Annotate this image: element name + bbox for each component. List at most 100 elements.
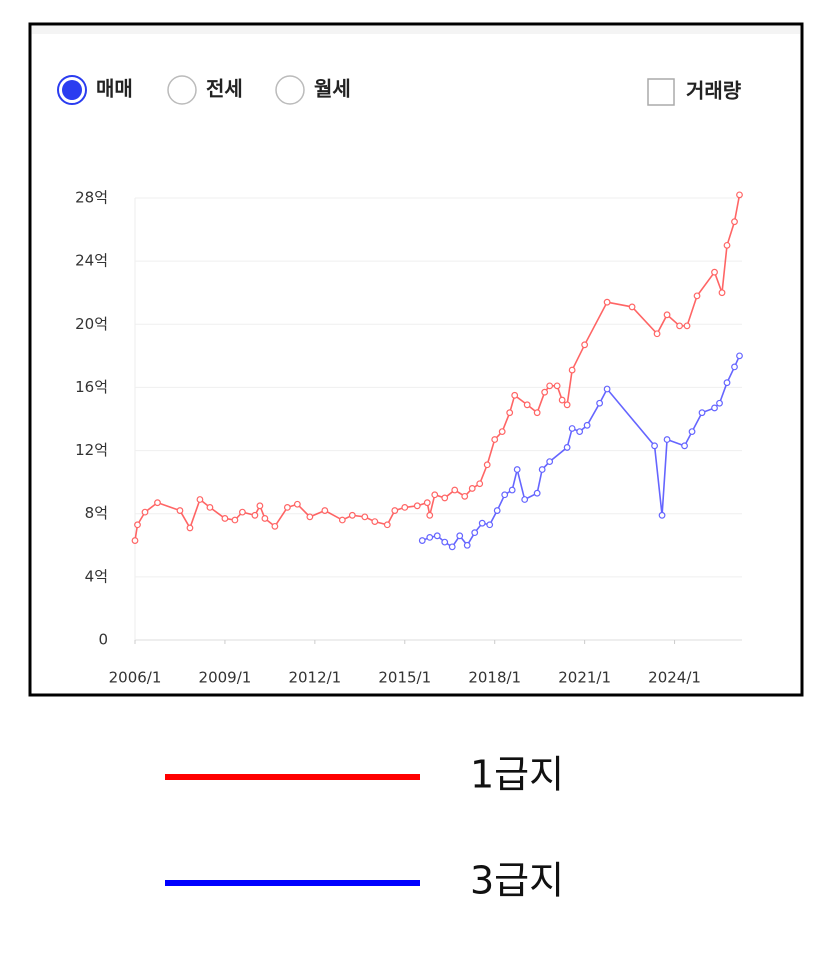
point <box>478 519 486 527</box>
point <box>486 521 494 529</box>
point <box>456 532 464 540</box>
point <box>538 466 546 473</box>
point <box>723 379 731 387</box>
point <box>681 442 688 450</box>
point <box>418 537 426 544</box>
radio[interactable] <box>167 75 197 105</box>
point <box>321 507 329 514</box>
y-tick-label: 8억 <box>85 504 108 522</box>
point <box>658 511 666 519</box>
point <box>676 322 683 330</box>
point <box>391 507 399 514</box>
point <box>513 466 521 473</box>
point <box>541 388 549 396</box>
radio-label[interactable]: 전세 <box>206 77 243 101</box>
top-strip <box>32 26 800 34</box>
point <box>483 461 491 469</box>
chart-frame <box>28 22 804 697</box>
point <box>663 311 671 319</box>
point <box>261 515 269 522</box>
y-tick-label: 28억 <box>75 189 108 207</box>
x-tick-label: 2024/1 <box>648 669 701 687</box>
point <box>596 399 604 407</box>
point <box>383 521 391 529</box>
point <box>718 289 726 297</box>
point <box>731 218 738 226</box>
y-tick-label: 0 <box>98 631 108 649</box>
point <box>506 409 514 417</box>
point <box>511 391 519 399</box>
point <box>651 442 658 450</box>
point <box>546 382 554 390</box>
point <box>401 504 409 511</box>
point <box>206 504 214 511</box>
point <box>628 303 636 311</box>
y-tick-label: 20억 <box>75 315 108 333</box>
point <box>581 341 589 349</box>
point <box>563 401 571 409</box>
point <box>463 541 471 549</box>
point <box>508 486 516 494</box>
y-tick-label: 16억 <box>75 378 108 396</box>
y-tick-label: 4억 <box>85 567 108 585</box>
point <box>653 330 661 338</box>
series <box>131 191 743 544</box>
point <box>663 436 671 443</box>
point <box>468 485 476 492</box>
point <box>568 366 576 374</box>
point <box>448 543 456 551</box>
point <box>698 409 706 417</box>
point <box>271 522 279 530</box>
point <box>426 511 434 519</box>
point <box>568 425 576 432</box>
point <box>716 399 723 407</box>
point <box>533 409 541 417</box>
point <box>736 191 743 199</box>
radio[interactable] <box>275 75 305 105</box>
legend-label: 3급지 <box>470 859 564 903</box>
point <box>306 513 314 521</box>
point <box>583 421 591 429</box>
point <box>603 385 611 393</box>
point <box>361 513 369 521</box>
point <box>576 428 584 436</box>
series <box>418 352 743 551</box>
point <box>491 436 499 443</box>
x-tick-label: 2009/1 <box>199 669 252 687</box>
radio-label[interactable]: 매매 <box>96 77 133 101</box>
point <box>723 241 731 249</box>
radio-group: 매매 전세 월세 <box>57 75 351 105</box>
point <box>186 524 194 532</box>
x-tick-label: 2018/1 <box>468 669 521 687</box>
point <box>736 352 743 360</box>
y-tick-label: 24억 <box>75 252 108 270</box>
point <box>711 404 718 412</box>
legend-label: 1급지 <box>470 753 564 797</box>
radio-dot <box>62 80 82 100</box>
point <box>683 322 691 330</box>
point <box>558 396 566 404</box>
point <box>239 508 246 516</box>
checkbox-label[interactable]: 거래량 <box>686 79 742 103</box>
point <box>521 496 529 503</box>
checkbox[interactable] <box>647 78 675 106</box>
point <box>493 507 501 514</box>
point <box>523 401 531 409</box>
point <box>471 529 479 537</box>
radio-label[interactable]: 월세 <box>314 77 351 101</box>
point <box>441 494 449 502</box>
x-tick-label: 2012/1 <box>288 669 341 687</box>
point <box>426 533 434 541</box>
point <box>693 292 701 300</box>
y-tick-label: 12억 <box>75 441 108 459</box>
point <box>348 511 356 519</box>
point <box>603 298 611 306</box>
point <box>711 268 718 276</box>
point <box>338 516 346 524</box>
point <box>563 444 571 451</box>
point <box>731 363 738 371</box>
point <box>451 486 459 494</box>
point <box>251 511 259 519</box>
